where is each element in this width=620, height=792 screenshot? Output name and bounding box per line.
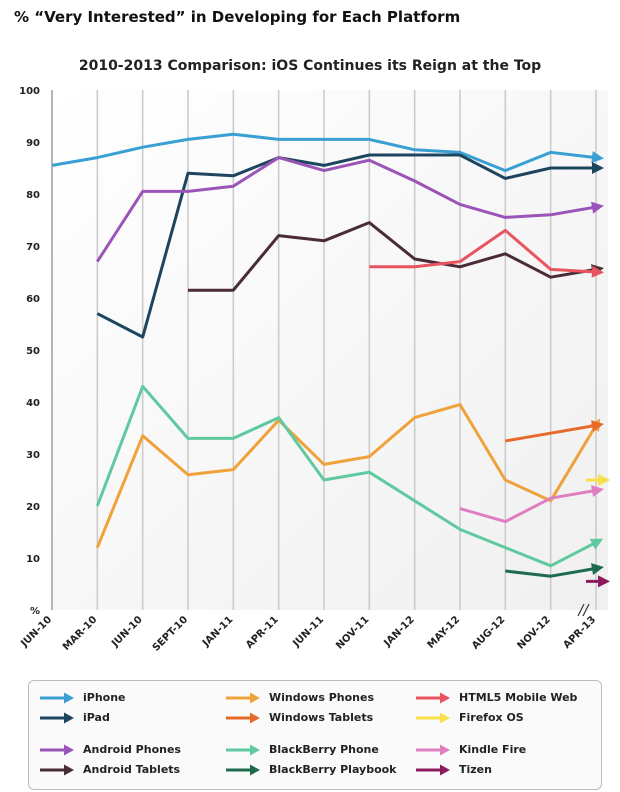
legend-item-ipad: iPad xyxy=(39,711,110,724)
series-arrow-iphone xyxy=(591,151,604,164)
legend-label: BlackBerry Phone xyxy=(269,743,379,756)
y-tick-label: 10 xyxy=(26,554,40,565)
x-tick-label: MAR-10 xyxy=(61,614,100,653)
series-line-kindle-fire xyxy=(459,488,597,524)
x-tick-label: JAN-12 xyxy=(381,614,416,649)
legend-swatch-arrow-icon xyxy=(416,764,450,775)
x-tick-label: JUN-11 xyxy=(291,614,327,650)
series-line-android-phones xyxy=(96,156,597,263)
x-tick-label: NOV-11 xyxy=(334,614,371,651)
legend: iPhone Windows Phones HTML5 Mobile Web iPad… xyxy=(28,680,602,790)
legend-item-android-phones: Android Phones xyxy=(39,743,181,756)
y-tick-label: 100 xyxy=(19,86,40,97)
y-tick-label: 70 xyxy=(26,242,40,253)
series-line-blackberry-playbook xyxy=(505,566,597,578)
legend-swatch-arrow-icon xyxy=(226,744,260,755)
legend-item-windows-phones: Windows Phones xyxy=(225,691,374,704)
series-line-blackberry-phone xyxy=(95,384,597,568)
y-tick-label: 50 xyxy=(26,346,40,357)
x-tick-label: JUN-10 xyxy=(109,614,145,650)
series-arrow-html5-mobile-web xyxy=(591,265,604,278)
x-tick-label: JUN-10 xyxy=(19,614,55,650)
series-arrow-windows-tablets xyxy=(591,420,604,432)
series-arrow-ipad xyxy=(592,162,604,174)
series-line-ipad xyxy=(96,153,596,339)
y-tick-label: 20 xyxy=(26,502,40,513)
legend-swatch-arrow-icon xyxy=(416,744,450,755)
legend-swatch-arrow-icon xyxy=(40,764,74,775)
legend-item-tizen: Tizen xyxy=(415,763,492,776)
y-tick-label: 90 xyxy=(26,138,40,149)
legend-label: Kindle Fire xyxy=(459,743,527,756)
series-arrow-kindle-fire xyxy=(591,485,604,497)
legend-item-kindle-fire: Kindle Fire xyxy=(415,743,526,756)
legend-swatch-arrow-icon xyxy=(226,692,260,703)
legend-swatch-arrow-icon xyxy=(416,712,450,723)
series-arrow-firefox-os xyxy=(598,474,610,486)
legend-swatch-arrow-icon xyxy=(416,692,450,703)
series-line-android-tablets xyxy=(188,221,597,292)
series-line-html5-mobile-web xyxy=(369,228,597,274)
legend-label: iPhone xyxy=(83,691,126,704)
legend-label: Android Tablets xyxy=(83,763,181,776)
x-tick-label: JAN-11 xyxy=(200,614,235,649)
series-arrow-blackberry-playbook xyxy=(591,563,604,575)
legend-swatch-arrow-icon xyxy=(226,764,260,775)
legend-item-windows-tablets: Windows Tablets xyxy=(225,711,373,724)
y-tick-label: 30 xyxy=(26,450,40,461)
axis-break-mark xyxy=(582,603,590,617)
legend-item-iphone: iPhone xyxy=(39,691,126,704)
series-line-windows-tablets xyxy=(505,423,597,443)
series-arrow-blackberry-phone xyxy=(589,538,604,550)
y-tick-label: 60 xyxy=(26,294,40,305)
legend-item-android-tablets: Android Tablets xyxy=(39,763,180,776)
page-title: % “Very Interested” in Developing for Ea… xyxy=(14,8,461,26)
legend-item-firefox-os: Firefox OS xyxy=(415,711,524,724)
x-tick-label: MAY-12 xyxy=(426,614,462,650)
legend-swatch-arrow-icon xyxy=(226,712,260,723)
legend-label: Android Phones xyxy=(83,743,181,756)
legend-label: HTML5 Mobile Web xyxy=(459,691,578,704)
series-line-iphone xyxy=(51,132,597,173)
y-tick-label: 40 xyxy=(26,398,40,409)
x-tick-label: SEPT-10 xyxy=(151,614,190,653)
legend-swatch-arrow-icon xyxy=(40,744,74,755)
series-arrow-android-phones xyxy=(591,201,604,214)
y-tick-label: % xyxy=(30,606,40,617)
y-tick-label: 80 xyxy=(26,190,40,201)
series-line-windows-phones xyxy=(95,403,598,549)
x-tick-label: APR-11 xyxy=(244,614,281,651)
legend-label: Firefox OS xyxy=(459,711,524,724)
legend-label: Windows Tablets xyxy=(269,711,374,724)
legend-swatch-arrow-icon xyxy=(40,692,74,703)
x-tick-label: NOV-12 xyxy=(516,614,553,651)
legend-item-blackberry-playbook: BlackBerry Playbook xyxy=(225,763,397,776)
legend-item-blackberry-phone: BlackBerry Phone xyxy=(225,743,379,756)
x-tick-label: AUG-12 xyxy=(470,614,507,651)
legend-label: Tizen xyxy=(459,763,492,776)
legend-item-html5-mobile-web: HTML5 Mobile Web xyxy=(415,691,577,704)
legend-label: iPad xyxy=(83,711,110,724)
legend-label: BlackBerry Playbook xyxy=(269,763,397,776)
legend-swatch-arrow-icon xyxy=(40,712,74,723)
series-arrow-tizen xyxy=(598,575,610,588)
axis-break-mark xyxy=(577,603,585,617)
x-tick-label: APR-13 xyxy=(561,614,598,651)
legend-label: Windows Phones xyxy=(269,691,374,704)
chart-title: 2010-2013 Comparison: iOS Continues its … xyxy=(78,58,542,74)
